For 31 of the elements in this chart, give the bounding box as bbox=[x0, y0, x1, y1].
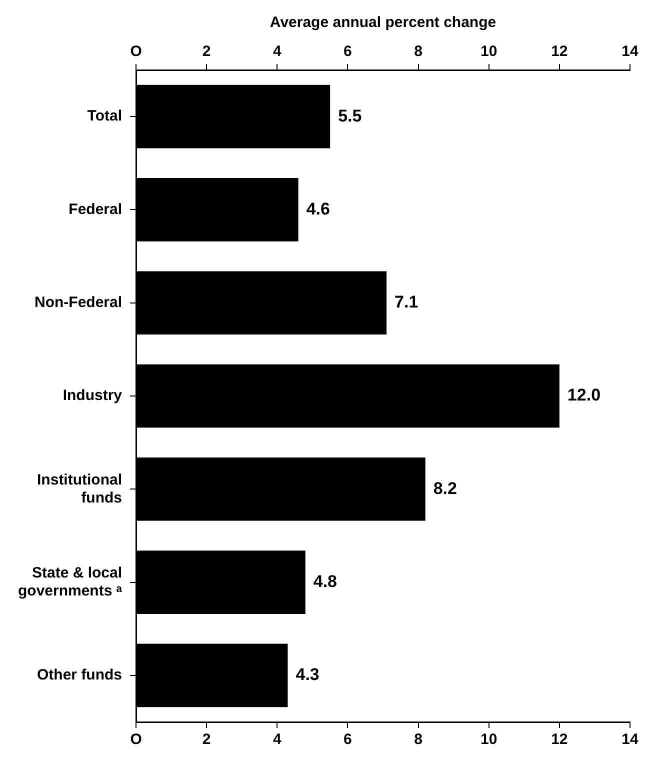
x2-tick-label: 14 bbox=[622, 43, 639, 60]
y-tick-label: Industry bbox=[62, 387, 123, 404]
x-tick-label: 4 bbox=[272, 731, 282, 748]
y-tick-label: Other funds bbox=[37, 666, 122, 684]
data-label: 7.1 bbox=[394, 292, 418, 312]
data-label: 4.8 bbox=[313, 572, 338, 591]
data-label: 8.2 bbox=[433, 478, 457, 498]
x2-axis-title: Average annual percent change bbox=[270, 14, 496, 32]
x2-tick-label: O bbox=[130, 43, 142, 60]
y-tick-label: State & local governments ᵃ bbox=[18, 564, 122, 600]
x2-tick-label: 10 bbox=[480, 43, 498, 60]
x-tick-label: O bbox=[130, 731, 142, 748]
y-tick-label: Total bbox=[87, 108, 122, 125]
x-tick-label: 8 bbox=[414, 731, 422, 748]
data-label: 12.0 bbox=[567, 386, 601, 405]
x2-tick-label: 2 bbox=[202, 43, 211, 60]
x-tick-label: 12 bbox=[551, 731, 568, 748]
x-tick-label: 6 bbox=[344, 731, 352, 748]
x-tick-label: 10 bbox=[480, 731, 498, 748]
y-tick-label: Federal bbox=[68, 200, 122, 218]
x-tick-label: 14 bbox=[622, 731, 639, 748]
data-label: 4.3 bbox=[296, 665, 320, 684]
data-label: 5.5 bbox=[338, 106, 362, 126]
x2-tick-label: 6 bbox=[344, 43, 352, 60]
y-tick-label: Institutional funds bbox=[37, 471, 122, 506]
y-tick-label: Non-Federal bbox=[34, 294, 122, 311]
x2-tick-label: 12 bbox=[551, 43, 568, 60]
data-label: 4.6 bbox=[306, 199, 330, 218]
x2-tick-label: 4 bbox=[272, 43, 282, 60]
x-tick-label: 2 bbox=[202, 731, 211, 748]
x2-tick-label: 8 bbox=[414, 43, 422, 60]
